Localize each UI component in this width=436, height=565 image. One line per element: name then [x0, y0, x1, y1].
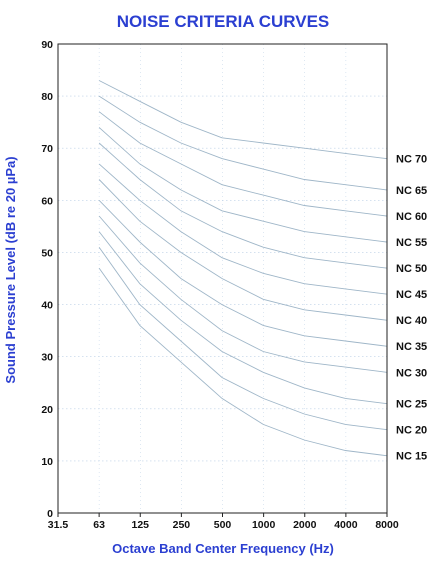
nc-curve: [98, 142, 387, 269]
x-tick-label: 31.5: [48, 519, 69, 531]
nc-curve-label: NC 70: [396, 154, 427, 166]
grid-lines: [57, 44, 388, 517]
nc-curve-label: NC 20: [396, 425, 427, 437]
y-axis-label: Sound Pressure Level (dB re 20 µPa): [3, 156, 18, 383]
nc-curve: [98, 127, 387, 243]
y-tick-label: 50: [41, 247, 53, 259]
nc-curve-label: NC 30: [396, 367, 427, 379]
nc-curve-label: NC 45: [396, 289, 427, 301]
nc-curve: [98, 246, 387, 431]
nc-curve: [98, 267, 387, 457]
x-tick-label: 250: [173, 519, 191, 531]
x-tick-label: 63: [93, 519, 105, 531]
nc-curve: [98, 95, 387, 191]
x-tick-label: 8000: [375, 519, 399, 531]
nc-curve-label: NC 65: [396, 185, 427, 197]
nc-curve-label: NC 25: [396, 399, 427, 411]
nc-curve-label: NC 50: [396, 263, 427, 275]
nc-curve: [98, 215, 387, 373]
y-tick-label: 80: [41, 91, 53, 103]
nc-curve: [98, 163, 387, 295]
nc-curve-labels: NC 70 NC 65 NC 60 NC 55 NC 50 NC 45 NC 40 NC 35…: [396, 154, 427, 463]
x-tick-label: 1000: [252, 519, 276, 531]
y-tick-labels: 0 10 20 30 40 50 60 70 80 90: [41, 39, 53, 520]
y-tick-label: 10: [41, 456, 53, 468]
nc-curve: [98, 111, 387, 217]
x-tick-label: 125: [131, 519, 149, 531]
nc-curve: [98, 80, 387, 160]
y-tick-label: 30: [41, 352, 53, 364]
x-tick-label: 500: [214, 519, 232, 531]
chart-title: NOISE CRITERIA CURVES: [117, 12, 330, 31]
y-tick-label: 70: [41, 143, 53, 155]
nc-curve-label: NC 55: [396, 237, 427, 249]
x-tick-labels: 31.5 63 125 250 500 1000 2000 4000 8000: [48, 519, 399, 531]
y-tick-label: 60: [41, 195, 53, 207]
y-tick-label: 40: [41, 300, 53, 312]
plot-frame: [57, 43, 388, 514]
nc-curve-label: NC 15: [396, 451, 427, 463]
y-tick-label: 0: [47, 508, 53, 520]
nc-curve-label: NC 35: [396, 341, 427, 353]
x-axis-label: Octave Band Center Frequency (Hz): [112, 541, 334, 556]
nc-curve-label: NC 60: [396, 211, 427, 223]
nc-curve: [98, 199, 387, 347]
x-tick-label: 4000: [334, 519, 358, 531]
nc-curves: [98, 80, 387, 457]
nc-curve: [98, 231, 387, 405]
nc-curve: [98, 179, 387, 321]
y-tick-label: 20: [41, 404, 53, 416]
y-tick-label: 90: [41, 39, 53, 51]
x-tick-label: 2000: [293, 519, 317, 531]
nc-curve-label: NC 40: [396, 315, 427, 327]
